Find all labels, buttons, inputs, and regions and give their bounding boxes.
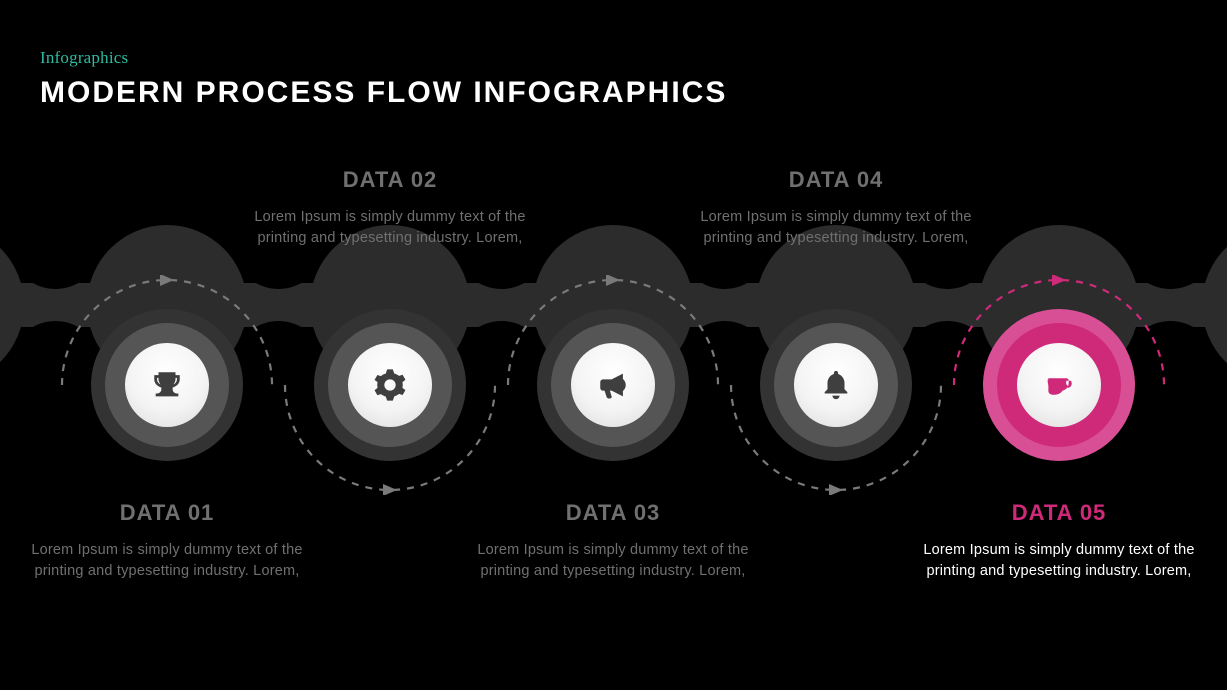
step-desc: Lorem Ipsum is simply dummy text of the … <box>240 207 540 249</box>
step-label: DATA 03 Lorem Ipsum is simply dummy text… <box>463 500 763 582</box>
step-desc: Lorem Ipsum is simply dummy text of the … <box>17 540 317 582</box>
step-label: DATA 01 Lorem Ipsum is simply dummy text… <box>17 500 317 582</box>
step-desc: Lorem Ipsum is simply dummy text of the … <box>463 540 763 582</box>
flow-node <box>537 309 689 461</box>
bell-icon <box>794 343 878 427</box>
header-block: Infographics MODERN PROCESS FLOW INFOGRA… <box>40 48 727 110</box>
step-label: DATA 04 Lorem Ipsum is simply dummy text… <box>686 167 986 249</box>
step-label: DATA 02 Lorem Ipsum is simply dummy text… <box>240 167 540 249</box>
step-title: DATA 01 <box>17 500 317 526</box>
flow-node <box>91 309 243 461</box>
cup-icon <box>1017 343 1101 427</box>
page-title: MODERN PROCESS FLOW INFOGRAPHICS <box>40 76 727 110</box>
step-title: DATA 03 <box>463 500 763 526</box>
flow-node <box>760 309 912 461</box>
step-desc: Lorem Ipsum is simply dummy text of the … <box>686 207 986 249</box>
eyebrow: Infographics <box>40 48 727 68</box>
step-desc: Lorem Ipsum is simply dummy text of the … <box>909 540 1209 582</box>
bullhorn-icon <box>571 343 655 427</box>
flow-node <box>983 309 1135 461</box>
gear-icon <box>348 343 432 427</box>
trophy-icon <box>125 343 209 427</box>
flow-node <box>314 309 466 461</box>
step-label: DATA 05 Lorem Ipsum is simply dummy text… <box>909 500 1209 582</box>
step-title: DATA 05 <box>909 500 1209 526</box>
step-title: DATA 02 <box>240 167 540 193</box>
step-title: DATA 04 <box>686 167 986 193</box>
